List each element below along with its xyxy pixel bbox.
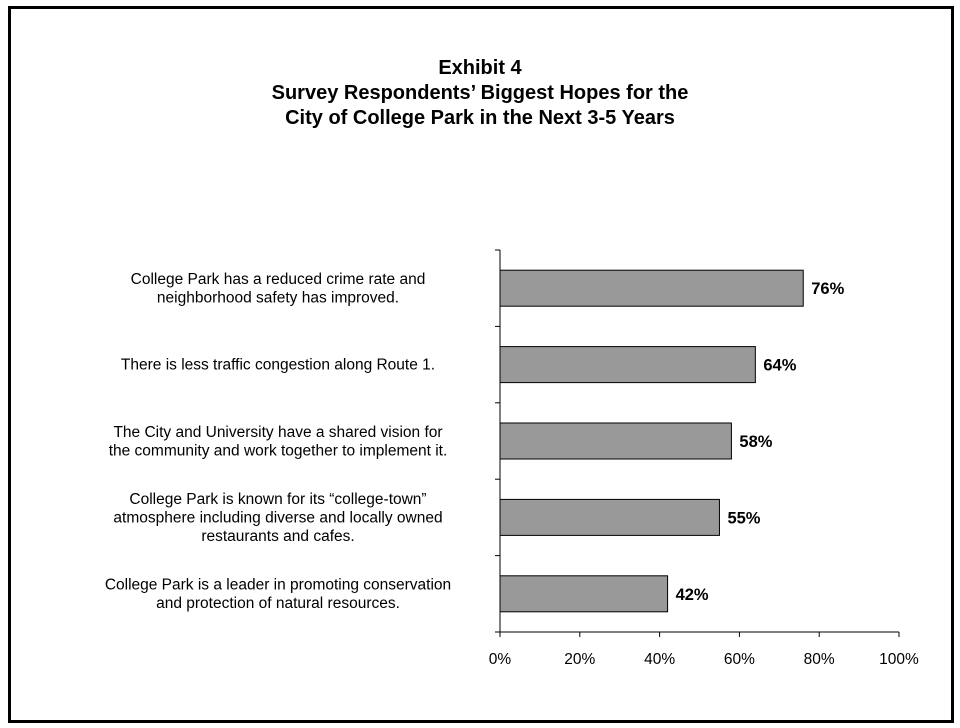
bar-3 [499,422,732,460]
plot-area: 76% College Park has a reduced crime rate… [105,249,919,668]
category-label-2-line-1: There is less traffic congestion along R… [121,357,435,374]
bar-2 [499,346,756,384]
category-label-3-line-1: The City and University have a shared vi… [113,424,442,441]
data-label-2: 64% [763,357,796,375]
chart-title-line-1: Exhibit 4 [438,57,522,79]
category-label-5: College Park is a leader in promoting co… [105,577,451,613]
data-label-4: 55% [727,509,760,527]
bar-4 [499,498,720,536]
category-label-3: The City and University have a shared vi… [109,424,448,460]
data-label-1: 76% [811,280,844,298]
category-label-5-line-2: and protection of natural resources. [156,595,400,612]
category-label-4-line-1: College Park is known for its “college-t… [129,491,426,508]
x-tick-label-6: 100% [879,651,919,668]
x-tick-label-4: 60% [724,651,755,668]
x-tick-label-5: 80% [804,651,835,668]
category-label-1-line-2: neighborhood safety has improved. [157,289,399,306]
bar-5 [499,575,669,613]
category-label-1: College Park has a reduced crime rate an… [131,271,426,307]
category-label-4-line-2: atmosphere including diverse and locally… [113,509,442,526]
x-tick-label-1: 0% [489,651,512,668]
category-label-5-line-1: College Park is a leader in promoting co… [105,577,451,594]
chart-title-line-2: Survey Respondents’ Biggest Hopes for th… [271,82,689,104]
category-label-3-line-2: the community and work together to imple… [109,442,448,459]
chart-title-line-3: City of College Park in the Next 3-5 Yea… [285,107,675,129]
category-label-4: College Park is known for its “college-t… [113,491,442,545]
data-label-3: 58% [739,433,772,451]
category-label-2: There is less traffic congestion along R… [121,357,435,374]
x-tick-label-2: 20% [564,651,595,668]
data-label-5: 42% [676,586,709,604]
chart-title: Exhibit 4 Survey Respondents’ Biggest Ho… [0,56,960,131]
category-label-4-line-3: restaurants and cafes. [201,528,354,545]
category-label-1-line-1: College Park has a reduced crime rate an… [131,271,426,288]
bar-1 [499,269,804,307]
x-tick-label-3: 40% [644,651,675,668]
chart-frame [8,6,954,723]
